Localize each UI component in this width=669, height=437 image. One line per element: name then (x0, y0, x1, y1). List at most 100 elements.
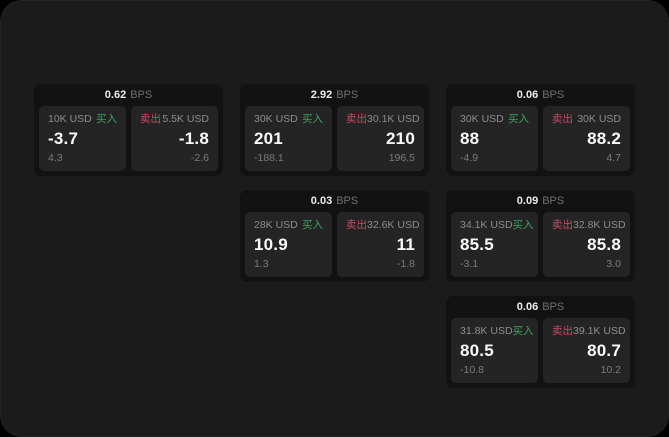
buy-delta: -188.1 (254, 152, 284, 164)
sell-delta: 196.5 (388, 152, 415, 164)
sell-quote-tile[interactable]: 卖出 30.1K USD 210 196.5 (337, 106, 424, 171)
buy-price: 85.5 (460, 235, 494, 254)
quote-card: 0.06 BPS 30K USD 买入 88 -4.9 卖出 30K USD 8… (446, 84, 635, 176)
buy-price: 10.9 (254, 235, 288, 254)
buy-size: 31.8K USD (460, 325, 513, 337)
card-body: 30K USD 买入 88 -4.9 卖出 30K USD 88.2 4.7 (451, 106, 630, 171)
card-body: 28K USD 买入 10.9 1.3 卖出 32.6K USD 11 -1.8 (245, 212, 424, 277)
sell-top-row: 卖出 30K USD (552, 113, 621, 126)
card-body: 34.1K USD 买入 85.5 -3.1 卖出 32.8K USD 85.8… (451, 212, 630, 277)
sell-quote-tile[interactable]: 卖出 32.6K USD 11 -1.8 (337, 212, 424, 277)
bps-value: 0.06 (516, 301, 539, 313)
bps-value: 0.09 (516, 195, 539, 207)
sell-size: 32.6K USD (367, 219, 420, 231)
sell-delta: 3.0 (606, 258, 621, 270)
buy-quote-tile[interactable]: 10K USD 买入 -3.7 4.3 (39, 106, 126, 171)
buy-price: -3.7 (48, 129, 79, 148)
buy-quote-tile[interactable]: 34.1K USD 买入 85.5 -3.1 (451, 212, 538, 277)
card-header: 0.09 BPS (446, 190, 635, 212)
quote-card: 0.62 BPS 10K USD 买入 -3.7 4.3 卖出 5.5K USD… (34, 84, 223, 176)
sell-size: 30.1K USD (367, 113, 420, 125)
buy-price: 88 (460, 129, 480, 148)
card-body: 10K USD 买入 -3.7 4.3 卖出 5.5K USD -1.8 -2.… (39, 106, 218, 171)
buy-top-row: 31.8K USD 买入 (460, 325, 534, 338)
card-header: 0.06 BPS (446, 84, 635, 106)
card-header: 0.06 BPS (446, 296, 635, 318)
buy-label: 买入 (96, 113, 117, 125)
bps-unit-label: BPS (542, 195, 565, 207)
card-header: 2.92 BPS (240, 84, 429, 106)
sell-top-row: 卖出 32.8K USD (552, 219, 626, 232)
buy-top-row: 28K USD 买入 (254, 219, 323, 232)
buy-label: 买入 (508, 113, 529, 125)
bps-value: 0.62 (104, 89, 127, 101)
sell-delta: 10.2 (600, 364, 621, 376)
sell-size: 5.5K USD (162, 113, 209, 125)
sell-quote-tile[interactable]: 卖出 32.8K USD 85.8 3.0 (543, 212, 630, 277)
sell-price: 210 (386, 129, 415, 148)
buy-quote-tile[interactable]: 28K USD 买入 10.9 1.3 (245, 212, 332, 277)
quote-card: 0.06 BPS 31.8K USD 买入 80.5 -10.8 卖出 39.1… (446, 296, 635, 388)
buy-quote-tile[interactable]: 30K USD 买入 201 -188.1 (245, 106, 332, 171)
bps-unit-label: BPS (336, 195, 359, 207)
sell-price: 11 (396, 235, 415, 254)
sell-quote-tile[interactable]: 卖出 39.1K USD 80.7 10.2 (543, 318, 630, 383)
sell-price: 85.8 (587, 235, 621, 254)
sell-delta: 4.7 (606, 152, 621, 164)
buy-delta: 4.3 (48, 152, 63, 164)
buy-delta: -4.9 (460, 152, 479, 164)
buy-quote-tile[interactable]: 30K USD 买入 88 -4.9 (451, 106, 538, 171)
sell-label: 卖出 (552, 219, 573, 231)
sell-price: 88.2 (587, 129, 621, 148)
bps-value: 2.92 (310, 89, 333, 101)
sell-quote-tile[interactable]: 卖出 30K USD 88.2 4.7 (543, 106, 630, 171)
buy-size: 30K USD (254, 113, 298, 125)
buy-label: 买入 (512, 325, 534, 337)
buy-label: 买入 (302, 113, 323, 125)
buy-quote-tile[interactable]: 31.8K USD 买入 80.5 -10.8 (451, 318, 538, 383)
buy-delta: -10.8 (460, 364, 484, 376)
buy-top-row: 30K USD 买入 (460, 113, 529, 126)
sell-top-row: 卖出 30.1K USD (346, 113, 420, 126)
sell-top-row: 卖出 5.5K USD (140, 113, 209, 126)
sell-size: 39.1K USD (573, 325, 626, 337)
buy-size: 34.1K USD (460, 219, 513, 231)
sell-label: 卖出 (140, 113, 161, 125)
buy-label: 买入 (302, 219, 323, 231)
buy-delta: 1.3 (254, 258, 269, 270)
sell-label: 卖出 (552, 113, 573, 125)
sell-price: -1.8 (178, 129, 209, 148)
sell-price: 80.7 (587, 341, 621, 360)
sell-size: 30K USD (577, 113, 621, 125)
quote-card: 2.92 BPS 30K USD 买入 201 -188.1 卖出 30.1K … (240, 84, 429, 176)
buy-price: 201 (254, 129, 283, 148)
sell-label: 卖出 (552, 325, 573, 337)
bps-value: 0.03 (310, 195, 333, 207)
bps-unit-label: BPS (130, 89, 153, 101)
quote-card: 0.09 BPS 34.1K USD 买入 85.5 -3.1 卖出 32.8K… (446, 190, 635, 282)
card-body: 30K USD 买入 201 -188.1 卖出 30.1K USD 210 1… (245, 106, 424, 171)
quote-card: 0.03 BPS 28K USD 买入 10.9 1.3 卖出 32.6K US… (240, 190, 429, 282)
buy-size: 28K USD (254, 219, 298, 231)
bps-unit-label: BPS (336, 89, 359, 101)
bps-unit-label: BPS (542, 301, 565, 313)
buy-top-row: 30K USD 买入 (254, 113, 323, 126)
sell-delta: -1.8 (396, 258, 415, 270)
bps-value: 0.06 (516, 89, 539, 101)
sell-delta: -2.6 (190, 152, 209, 164)
sell-size: 32.8K USD (573, 219, 626, 231)
buy-size: 10K USD (48, 113, 92, 125)
card-header: 0.62 BPS (34, 84, 223, 106)
bps-unit-label: BPS (542, 89, 565, 101)
card-body: 31.8K USD 买入 80.5 -10.8 卖出 39.1K USD 80.… (451, 318, 630, 383)
buy-top-row: 10K USD 买入 (48, 113, 117, 126)
buy-label: 买入 (512, 219, 534, 231)
sell-top-row: 卖出 39.1K USD (552, 325, 626, 338)
sell-label: 卖出 (346, 219, 367, 231)
buy-delta: -3.1 (460, 258, 479, 270)
sell-quote-tile[interactable]: 卖出 5.5K USD -1.8 -2.6 (131, 106, 218, 171)
buy-price: 80.5 (460, 341, 494, 360)
buy-size: 30K USD (460, 113, 504, 125)
card-header: 0.03 BPS (240, 190, 429, 212)
